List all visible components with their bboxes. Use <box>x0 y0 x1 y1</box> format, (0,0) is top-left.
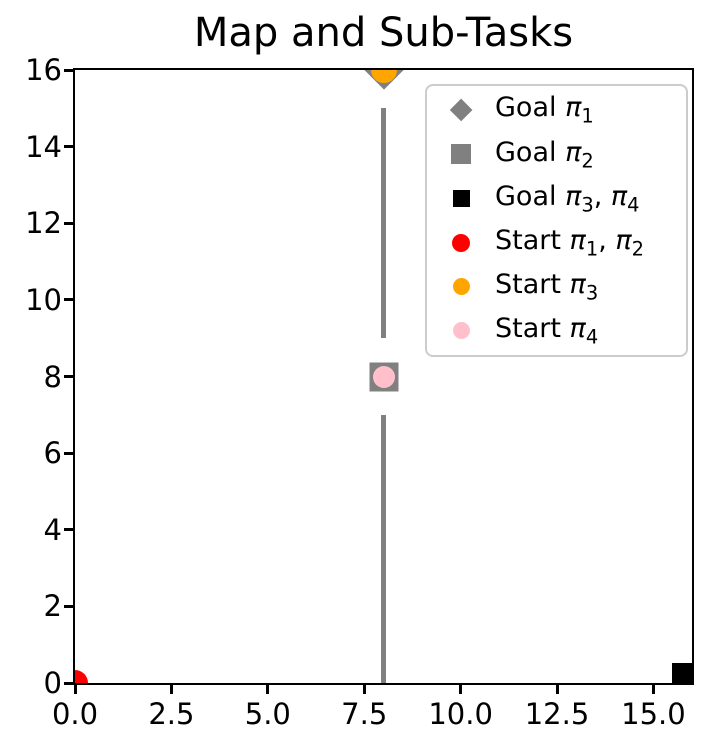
y-tick-mark <box>64 528 73 532</box>
marker-goal-pi3-pi4 <box>671 663 692 683</box>
marker-start-pi4 <box>372 365 395 388</box>
y-tick-label: 0 <box>43 666 62 700</box>
x-tick-mark <box>555 685 559 694</box>
x-tick-label: 5.0 <box>244 697 291 731</box>
legend-item-start-pi4: Start π4 <box>427 313 686 349</box>
y-tick-mark <box>64 604 73 608</box>
x-tick-mark <box>651 685 655 694</box>
legend-label: Goal π3, π4 <box>495 180 640 217</box>
legend-label: Goal π2 <box>495 136 594 172</box>
wall-segment <box>381 108 386 339</box>
x-tick-label: 0.0 <box>51 697 99 731</box>
start-pi4-legend-marker <box>452 322 470 340</box>
y-tick-label: 8 <box>43 359 62 394</box>
x-tick-mark <box>362 685 366 694</box>
y-tick-label: 2 <box>43 589 62 624</box>
y-tick-label: 14 <box>25 129 62 164</box>
marker-start-pi3 <box>370 70 397 83</box>
y-tick-mark <box>64 681 73 685</box>
legend-item-goal-pi2: Goal π2 <box>427 137 686 172</box>
legend-item-start-pi3: Start π3 <box>427 269 686 304</box>
y-tick-label: 10 <box>25 282 62 317</box>
y-tick-label: 6 <box>43 436 62 471</box>
legend-label: Start π3 <box>495 269 599 305</box>
y-tick-mark <box>64 298 73 302</box>
y-tick-mark <box>64 221 73 225</box>
marker-start-pi1-pi2 <box>75 670 88 683</box>
y-tick-mark <box>64 68 73 72</box>
legend-label: Start π4 <box>495 313 599 349</box>
goal-pi3-pi4-legend-marker <box>452 189 470 207</box>
legend-swatch-cell <box>427 144 495 165</box>
x-tick-label: 15.0 <box>621 697 686 731</box>
goal-pi2-legend-marker <box>451 144 471 165</box>
y-tick-label: 4 <box>43 512 62 547</box>
legend-item-start-pi1-pi2: Start π1, π2 <box>427 225 686 260</box>
legend-swatch-cell <box>427 189 495 207</box>
x-tick-label: 2.5 <box>148 697 195 731</box>
goal-pi1-legend-marker <box>449 98 473 122</box>
y-tick-mark <box>64 451 73 455</box>
x-tick-mark <box>73 685 77 694</box>
x-tick-mark <box>459 685 463 694</box>
y-tick-mark <box>64 375 73 378</box>
legend: Goal π1 Goal π2 Goal π3, π4 Start π1, π2 Sta… <box>425 84 688 357</box>
wall-segment <box>381 414 386 683</box>
legend-swatch-cell <box>427 98 495 122</box>
x-tick-label: 12.5 <box>524 697 590 731</box>
legend-swatch-cell <box>427 278 495 296</box>
legend-item-goal-pi1: Goal π1 <box>427 92 686 128</box>
legend-label: Start π1, π2 <box>495 224 644 261</box>
x-tick-label: 7.5 <box>341 697 388 731</box>
legend-label: Goal π1 <box>495 92 594 128</box>
legend-swatch-cell <box>427 322 495 340</box>
legend-swatch-cell <box>427 233 495 252</box>
start-pi3-legend-marker <box>452 278 470 296</box>
y-tick-mark <box>64 145 73 149</box>
start-pi1-pi2-legend-marker <box>452 233 470 252</box>
x-tick-label: 10.0 <box>428 697 493 731</box>
y-tick-label: 12 <box>25 206 62 241</box>
x-tick-mark <box>266 685 270 694</box>
chart-title: Map and Sub-Tasks <box>193 10 574 56</box>
x-tick-mark <box>169 685 173 694</box>
legend-item-goal-pi3-pi4: Goal π3, π4 <box>427 181 686 216</box>
y-tick-label: 16 <box>25 53 62 87</box>
